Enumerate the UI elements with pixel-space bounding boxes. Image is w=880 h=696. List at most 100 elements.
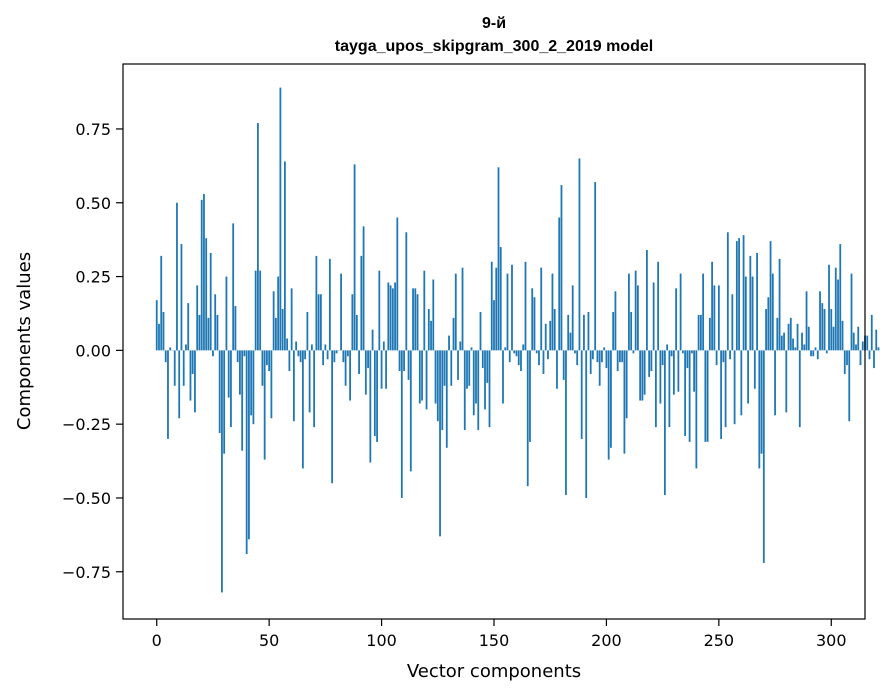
bar [850, 273, 853, 351]
bar [614, 291, 617, 351]
bar [571, 285, 574, 351]
bar [178, 350, 181, 419]
bar [565, 350, 567, 496]
bar [798, 350, 801, 428]
bar [436, 350, 439, 422]
bar [861, 341, 864, 351]
bar [693, 350, 696, 392]
bar [751, 276, 754, 351]
bar [358, 350, 360, 374]
bar [389, 285, 392, 351]
bar [807, 326, 810, 351]
bar [623, 350, 626, 454]
bar [230, 350, 232, 428]
bar [263, 350, 266, 460]
bar [191, 350, 194, 374]
bar [234, 306, 237, 351]
bar [704, 350, 707, 442]
bar [203, 193, 205, 351]
x-tick-label: 300 [816, 631, 847, 650]
bar [400, 350, 403, 498]
bar [641, 350, 644, 401]
bar [313, 350, 316, 428]
bar [497, 167, 500, 351]
bar [409, 350, 412, 472]
bar [299, 350, 302, 363]
bar [187, 303, 190, 351]
bar [839, 244, 842, 351]
bar [841, 320, 844, 351]
bar [223, 350, 226, 454]
bar [355, 314, 358, 351]
bar [576, 350, 579, 366]
bar [218, 350, 221, 434]
bar [596, 350, 599, 363]
bar [270, 350, 273, 419]
bar [479, 311, 482, 351]
bar [250, 350, 253, 416]
bar [735, 241, 738, 351]
bar [387, 282, 390, 351]
bar [162, 311, 165, 351]
bar [268, 350, 271, 372]
bar [254, 270, 257, 351]
bar [342, 350, 345, 363]
bar [373, 350, 376, 436]
chart-subtitle: tayga_upos_skipgram_300_2_2019 model [335, 38, 653, 55]
bar [708, 317, 711, 351]
bar [830, 309, 833, 351]
bar [432, 279, 435, 351]
bar [207, 317, 210, 351]
y-tick-label: 0.00 [75, 341, 111, 360]
y-tick-label: −0.75 [62, 563, 111, 582]
bar [562, 350, 565, 380]
x-tick-label: 100 [366, 631, 397, 650]
bar [621, 350, 624, 363]
bar [738, 238, 740, 351]
bar [538, 350, 540, 366]
bar [461, 267, 464, 351]
bar [652, 282, 655, 351]
bar [769, 241, 772, 351]
bar [553, 309, 556, 351]
bar [661, 350, 664, 366]
bar [297, 350, 300, 357]
bar [310, 344, 313, 351]
bar [722, 350, 725, 363]
bar [679, 273, 682, 351]
y-axis-label: Components values [14, 252, 35, 430]
bar [167, 350, 169, 439]
bar [241, 350, 244, 451]
bar [221, 350, 223, 593]
bar [744, 276, 747, 351]
bar [493, 300, 495, 351]
y-tick-label: 0.50 [75, 194, 111, 213]
bar [632, 350, 635, 354]
bar [522, 344, 525, 351]
bar [529, 350, 531, 442]
bar [812, 350, 815, 357]
bar [821, 303, 824, 351]
bar [668, 350, 671, 428]
bar [367, 350, 369, 369]
bar [677, 350, 680, 392]
bar [756, 252, 758, 351]
bar [261, 350, 264, 386]
bar [549, 320, 552, 351]
bar [158, 323, 160, 351]
bar [180, 244, 183, 351]
bar [412, 288, 414, 351]
bar [783, 332, 785, 351]
bar [666, 344, 669, 351]
bar [524, 261, 527, 351]
bar [360, 255, 363, 351]
bar [239, 350, 241, 395]
bar [533, 297, 536, 351]
bar [396, 217, 399, 351]
bar [733, 350, 736, 425]
bar [650, 350, 653, 372]
bar [196, 285, 199, 351]
bar [416, 294, 419, 351]
bar [288, 350, 291, 372]
bar [760, 350, 763, 454]
